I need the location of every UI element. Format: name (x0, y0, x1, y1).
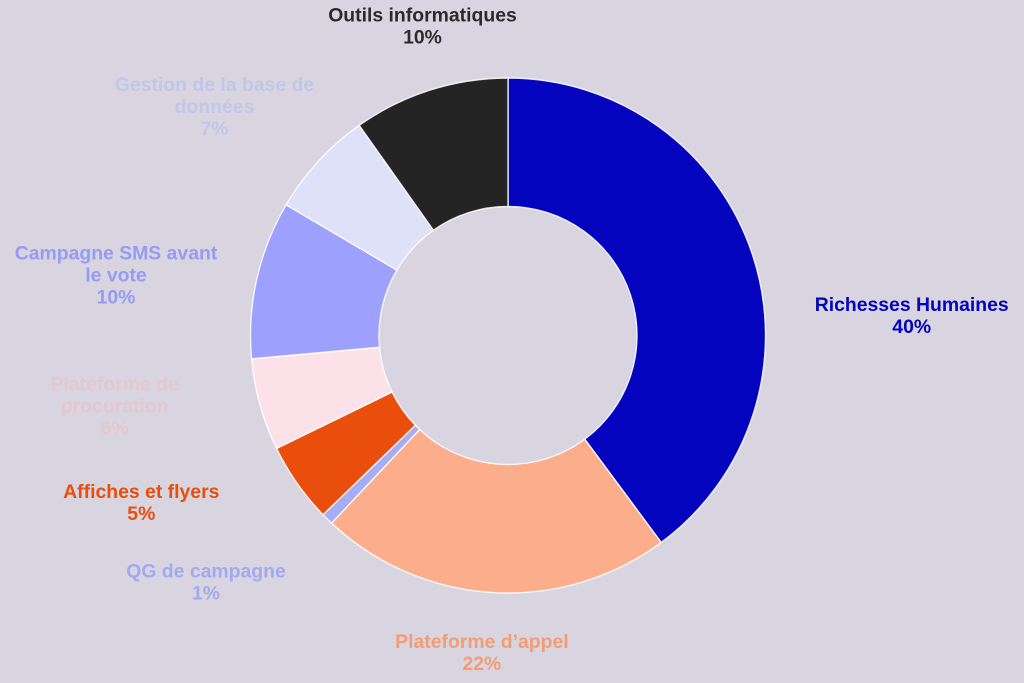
svg-text:Outils informatiques: Outils informatiques (328, 5, 517, 27)
svg-text:Campagne SMS avant: Campagne SMS avant (15, 242, 218, 264)
svg-text:Plateforme d’appel: Plateforme d’appel (395, 631, 568, 653)
svg-text:5%: 5% (127, 503, 155, 525)
svg-text:1%: 1% (192, 582, 220, 604)
svg-text:7%: 7% (200, 118, 228, 140)
svg-text:QG de campagne: QG de campagne (126, 560, 286, 582)
svg-text:Gestion de la base de: Gestion de la base de (115, 74, 315, 96)
svg-text:procuration: procuration (61, 396, 169, 418)
svg-text:22%: 22% (462, 653, 501, 675)
svg-text:6%: 6% (101, 418, 129, 440)
svg-text:Plateforme de: Plateforme de (51, 374, 179, 396)
svg-text:10%: 10% (97, 286, 136, 308)
svg-text:données: données (175, 96, 255, 118)
svg-text:Affiches et flyers: Affiches et flyers (63, 481, 219, 503)
svg-text:le vote: le vote (85, 264, 147, 286)
svg-text:40%: 40% (892, 316, 931, 338)
svg-text:Richesses Humaines: Richesses Humaines (815, 294, 1009, 316)
svg-text:10%: 10% (403, 27, 442, 49)
